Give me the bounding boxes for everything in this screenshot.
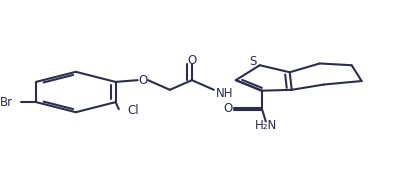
Text: O: O [223,102,232,115]
Text: Cl: Cl [127,104,139,117]
Text: O: O [138,74,148,87]
Text: NH: NH [216,87,233,100]
Text: H₂N: H₂N [255,119,277,132]
Text: O: O [187,54,196,67]
Text: Br: Br [0,96,13,109]
Text: S: S [249,55,256,68]
